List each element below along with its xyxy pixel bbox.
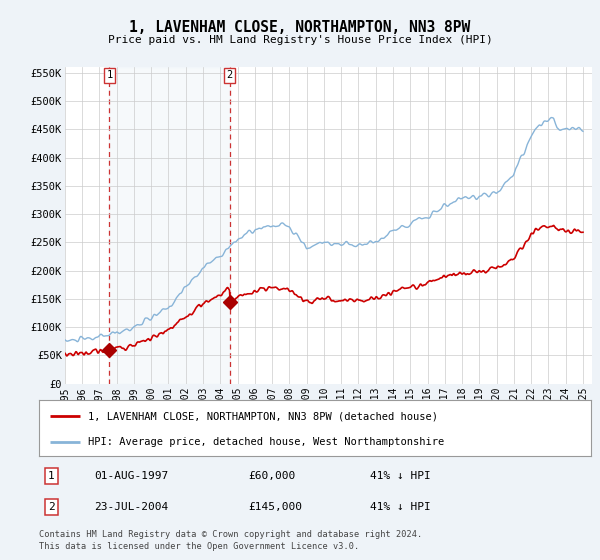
- Text: HPI: Average price, detached house, West Northamptonshire: HPI: Average price, detached house, West…: [88, 437, 444, 447]
- Text: 1, LAVENHAM CLOSE, NORTHAMPTON, NN3 8PW (detached house): 1, LAVENHAM CLOSE, NORTHAMPTON, NN3 8PW …: [88, 411, 437, 421]
- Text: 1: 1: [48, 471, 55, 481]
- Text: £60,000: £60,000: [249, 471, 296, 481]
- Text: 2: 2: [48, 502, 55, 512]
- Text: £145,000: £145,000: [249, 502, 303, 512]
- Text: Price paid vs. HM Land Registry's House Price Index (HPI): Price paid vs. HM Land Registry's House …: [107, 35, 493, 45]
- Text: This data is licensed under the Open Government Licence v3.0.: This data is licensed under the Open Gov…: [39, 542, 359, 551]
- Bar: [109, 67, 230, 384]
- Text: Contains HM Land Registry data © Crown copyright and database right 2024.: Contains HM Land Registry data © Crown c…: [39, 530, 422, 539]
- Text: 41% ↓ HPI: 41% ↓ HPI: [370, 471, 431, 481]
- Text: 1: 1: [106, 70, 112, 80]
- Text: 23-JUL-2004: 23-JUL-2004: [94, 502, 169, 512]
- Text: 2: 2: [227, 70, 233, 80]
- Text: 1, LAVENHAM CLOSE, NORTHAMPTON, NN3 8PW: 1, LAVENHAM CLOSE, NORTHAMPTON, NN3 8PW: [130, 20, 470, 35]
- Text: 41% ↓ HPI: 41% ↓ HPI: [370, 502, 431, 512]
- Text: 01-AUG-1997: 01-AUG-1997: [94, 471, 169, 481]
